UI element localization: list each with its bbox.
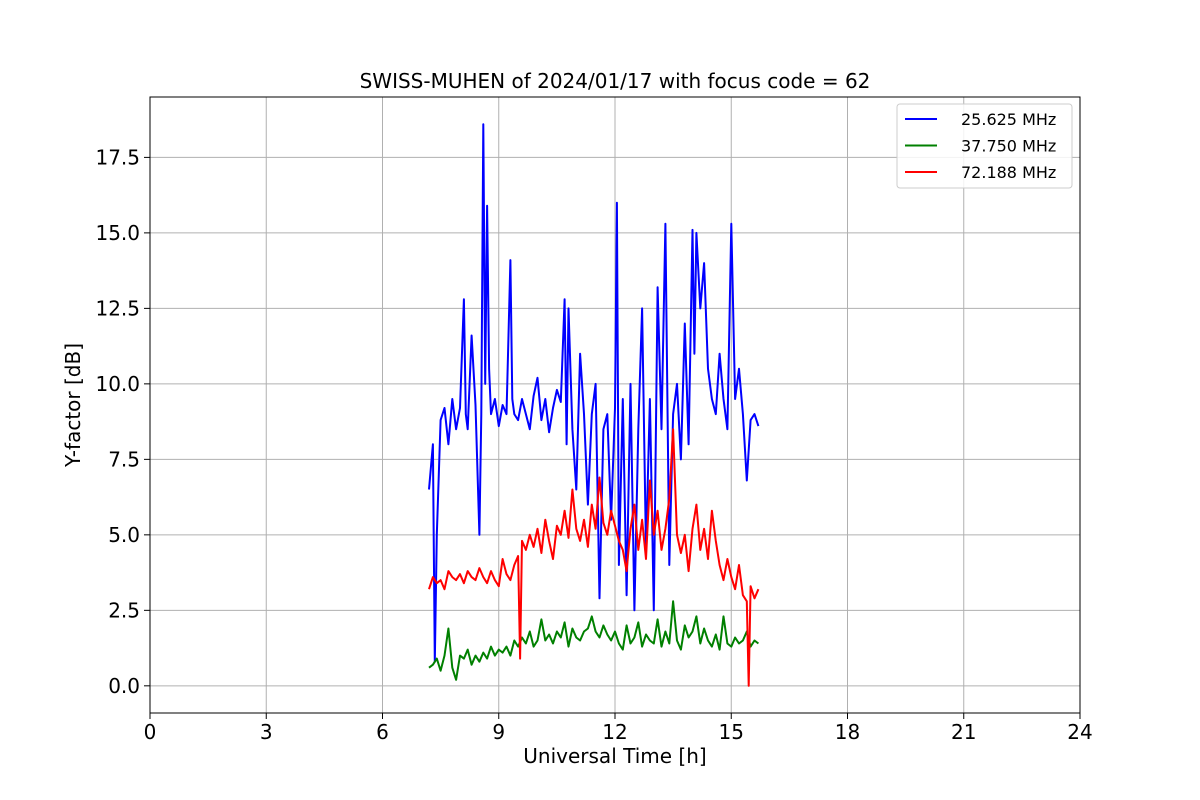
x-tick-label: 21 <box>951 720 976 744</box>
x-tick-label: 9 <box>492 720 505 744</box>
legend-label: 37.750 MHz <box>961 137 1056 156</box>
x-tick-label: 3 <box>260 720 273 744</box>
y-tick-label: 17.5 <box>95 145 140 169</box>
series-line-2 <box>428 428 760 687</box>
y-axis-ticks: 0.0 2.5 5.0 7.5 10.0 12.5 15.0 17.5 <box>95 145 150 698</box>
x-tick-label: 18 <box>835 720 860 744</box>
x-axis-ticks: 0 3 6 9 12 15 18 21 24 <box>144 713 1093 744</box>
series-layer <box>428 123 760 687</box>
x-tick-label: 6 <box>376 720 389 744</box>
x-axis-label: Universal Time [h] <box>523 744 706 768</box>
x-tick-label: 24 <box>1067 720 1092 744</box>
y-tick-label: 5.0 <box>108 523 140 547</box>
y-tick-label: 2.5 <box>108 598 140 622</box>
legend-label: 25.625 MHz <box>961 110 1056 129</box>
y-axis-label: Y-factor [dB] <box>61 343 85 468</box>
y-tick-label: 7.5 <box>108 447 140 471</box>
x-tick-label: 12 <box>602 720 627 744</box>
x-tick-label: 0 <box>144 720 157 744</box>
chart-title: SWISS-MUHEN of 2024/01/17 with focus cod… <box>360 69 871 93</box>
series-line-1 <box>428 600 760 681</box>
legend-box <box>896 103 1073 189</box>
legend: 25.625 MHz 37.750 MHz 72.188 MHz <box>896 103 1073 189</box>
y-tick-label: 12.5 <box>95 296 140 320</box>
y-tick-label: 0.0 <box>108 674 140 698</box>
legend-label: 72.188 MHz <box>961 163 1056 182</box>
y-tick-label: 10.0 <box>95 372 140 396</box>
series-line-0 <box>428 123 760 663</box>
y-tick-label: 15.0 <box>95 221 140 245</box>
x-tick-label: 15 <box>719 720 744 744</box>
